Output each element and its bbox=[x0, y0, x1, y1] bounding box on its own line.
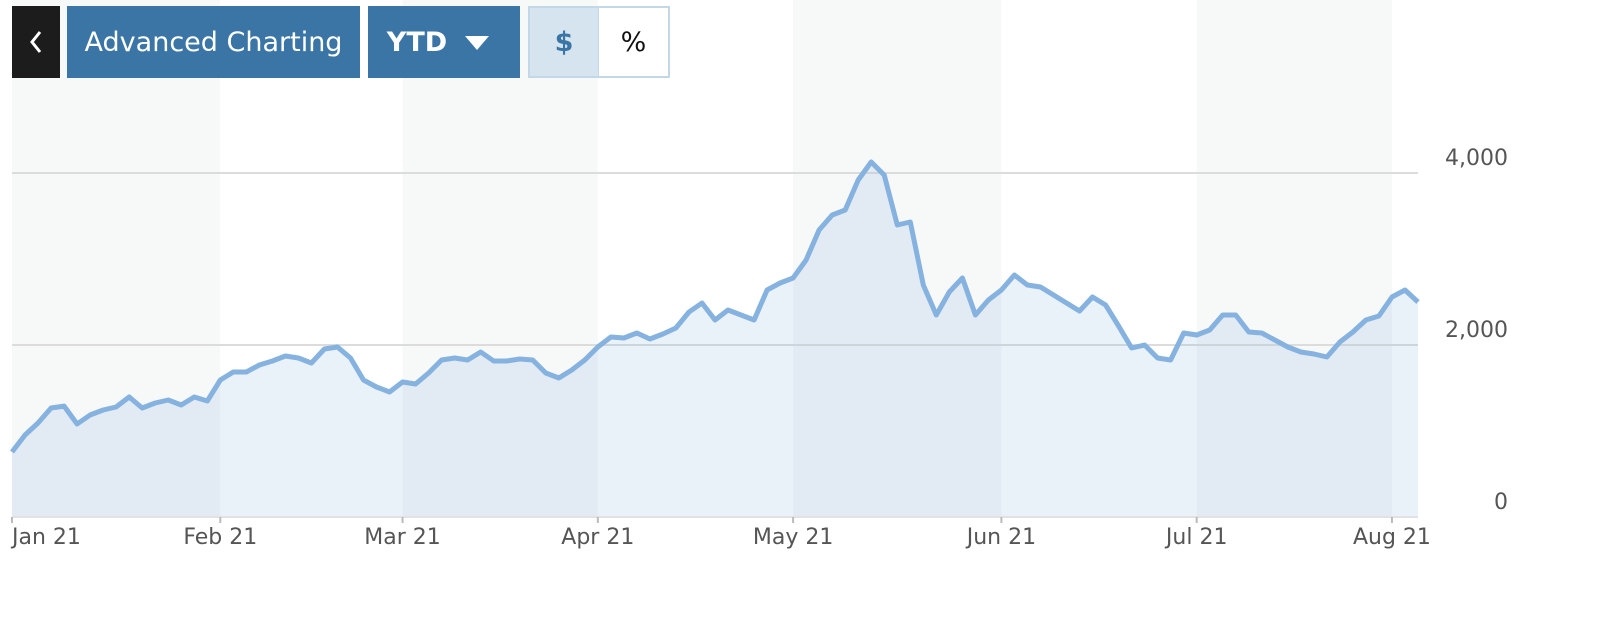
month-band bbox=[12, 0, 221, 517]
range-dropdown[interactable]: YTD bbox=[368, 6, 520, 78]
toggle-label: % bbox=[620, 26, 647, 58]
x-tick-label: Mar 21 bbox=[364, 525, 441, 550]
line bbox=[10, 159, 1420, 454]
month-band bbox=[220, 0, 403, 517]
x-tick-label: May 21 bbox=[753, 525, 833, 550]
month-band bbox=[1196, 0, 1392, 517]
advanced-charting-button[interactable]: Advanced Charting bbox=[67, 6, 360, 78]
month-band bbox=[597, 0, 794, 517]
button-label: Advanced Charting bbox=[84, 26, 343, 58]
dropdown-arrow bbox=[465, 36, 490, 50]
y-tick-label: 0 bbox=[1494, 490, 1508, 515]
month-band bbox=[1391, 0, 1418, 517]
x-tick-label: Jan 21 bbox=[10, 525, 81, 550]
back-button[interactable] bbox=[12, 6, 60, 78]
range-label: YTD bbox=[386, 26, 448, 58]
x-tick-label: Apr 21 bbox=[561, 525, 634, 550]
x-tick-label: Aug 21 bbox=[1353, 525, 1431, 550]
y-tick-label: 2,000 bbox=[1445, 318, 1508, 343]
y-tick-label: 4,000 bbox=[1445, 146, 1508, 171]
x-tick-label: Jun 21 bbox=[965, 525, 1036, 550]
x-tick-label: Jul 21 bbox=[1164, 525, 1228, 550]
percent-toggle[interactable]: % bbox=[599, 6, 670, 78]
month-band bbox=[1001, 0, 1197, 517]
back-icon bbox=[30, 31, 42, 53]
month-band bbox=[793, 0, 1002, 517]
dollar-toggle[interactable]: $ bbox=[528, 6, 600, 78]
month-band bbox=[402, 0, 598, 517]
toggle-label: $ bbox=[554, 26, 574, 58]
area bbox=[12, 162, 1418, 517]
x-tick-label: Feb 21 bbox=[183, 525, 257, 550]
